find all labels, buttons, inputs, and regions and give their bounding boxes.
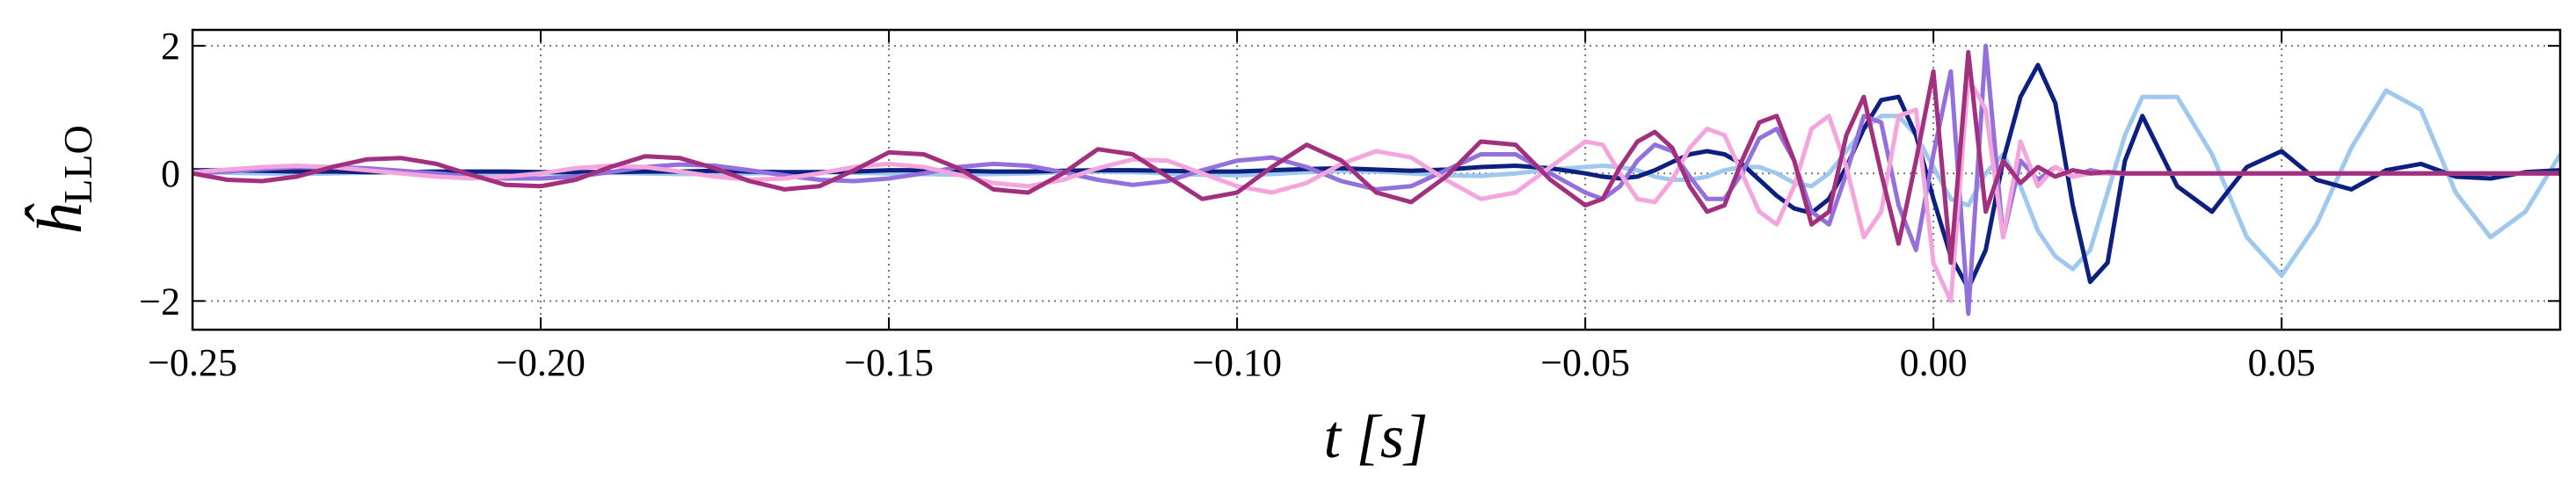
y-tick-label: 2	[161, 25, 180, 68]
x-axis-label: t [s]	[1324, 404, 1429, 471]
x-tick-label: 0.00	[1900, 341, 1968, 384]
y-axis-label-main: ĥ	[25, 203, 95, 236]
series-line	[193, 49, 2560, 266]
y-tick-label: −2	[139, 280, 180, 323]
x-tick-label: 0.05	[2248, 341, 2316, 384]
y-axis-label-sub: LLO	[55, 125, 100, 203]
y-axis-label: ĥLLO	[25, 125, 100, 235]
y-tick-label: 0	[161, 152, 180, 195]
x-tick-label: −0.25	[148, 341, 237, 384]
series-line	[193, 43, 2560, 317]
plot-frame	[191, 28, 2562, 331]
x-tick-label: −0.15	[844, 341, 934, 384]
x-tick-label: −0.20	[496, 341, 586, 384]
x-tick-label: −0.05	[1540, 341, 1630, 384]
x-tick-label: −0.10	[1192, 341, 1282, 384]
